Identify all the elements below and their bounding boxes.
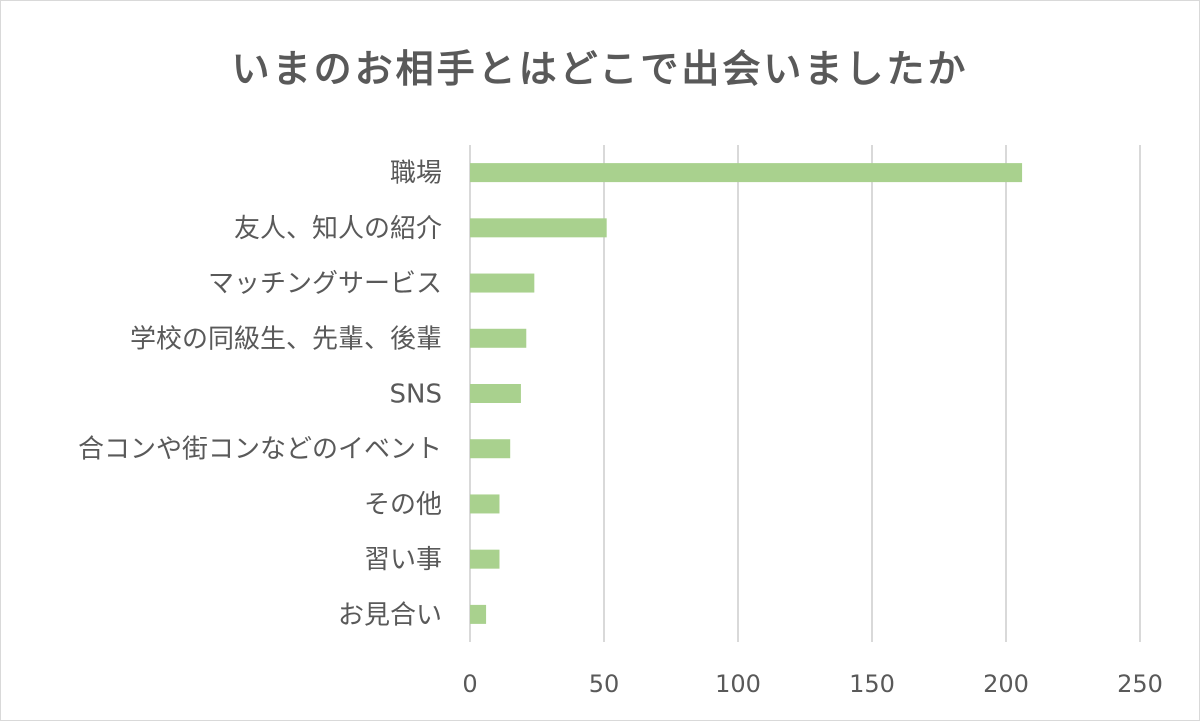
chart-title: いまのお相手とはどこで出会いましたか xyxy=(231,47,969,91)
category-label: マッチングサービス xyxy=(208,269,442,299)
category-label: 友人、知人の紹介 xyxy=(234,214,442,244)
category-label: SNS xyxy=(390,380,442,410)
x-tick-label: 200 xyxy=(983,670,1029,698)
x-tick-label: 50 xyxy=(589,670,620,698)
x-tick-label: 150 xyxy=(849,670,895,698)
bar xyxy=(470,328,527,348)
category-label: 学校の同級生、先輩、後輩 xyxy=(130,324,442,354)
x-tick-label: 0 xyxy=(462,670,477,698)
bar xyxy=(470,384,521,403)
category-label: 職場 xyxy=(390,159,442,189)
category-label: お見合い xyxy=(338,600,442,630)
bar xyxy=(470,549,500,569)
bar xyxy=(470,604,487,624)
x-tick-label: 250 xyxy=(1117,670,1163,698)
category-label: その他 xyxy=(364,490,442,520)
bar xyxy=(470,273,535,293)
bar xyxy=(470,163,1023,183)
x-tick-labels: 0 50 100 150 200 250 xyxy=(462,670,1163,698)
category-label: 合コンや街コンなどのイベント xyxy=(78,435,442,465)
bar xyxy=(470,494,500,514)
bar xyxy=(470,439,511,459)
bars xyxy=(470,163,1023,624)
category-label: 習い事 xyxy=(364,545,442,575)
x-tick-label: 100 xyxy=(715,670,761,698)
bar xyxy=(470,218,607,238)
